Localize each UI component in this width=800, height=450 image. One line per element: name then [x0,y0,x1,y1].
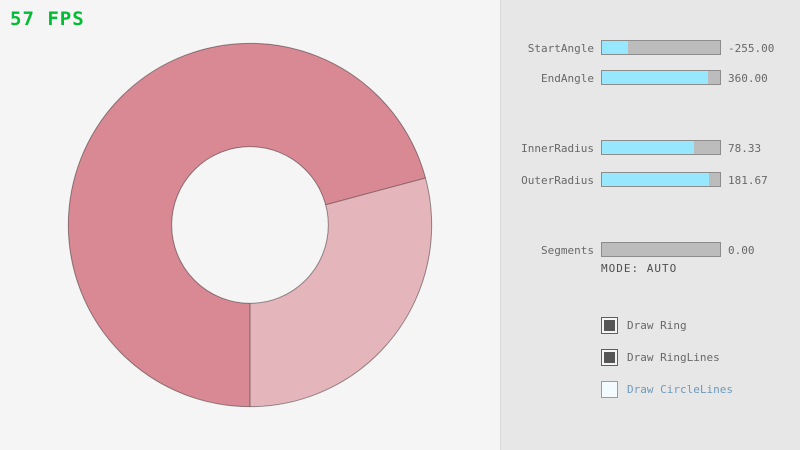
startangle-label: StartAngle [527,42,594,55]
endangle-label: EndAngle [541,72,594,85]
checkbox-draw-ring-label: Draw Ring [627,319,687,332]
checkbox-draw-circlelines-label: Draw CircleLines [627,383,733,396]
segments-slider[interactable]: Segments 0.00 [541,242,755,257]
checkbox-draw-ring[interactable]: Draw Ring [601,316,687,335]
checkbox-draw-ringlines-label: Draw RingLines [627,351,720,364]
slider-fill [602,141,695,154]
fps-counter: 57 FPS [10,8,85,30]
slider-fill [602,71,709,84]
endangle-slider[interactable]: EndAngle 360.00 [541,70,768,85]
check-mark-icon [604,320,615,331]
slider-fill [602,173,710,186]
segments-label: Segments [541,244,594,257]
mode-label: MODE: AUTO [601,262,678,275]
check-mark-icon [604,352,615,363]
slider-fill [602,41,628,54]
endangle-value: 360.00 [728,72,768,85]
innerradius-value: 78.33 [728,142,762,155]
segments-value: 0.00 [728,244,755,257]
outerradius-label: OuterRadius [521,174,594,187]
outerradius-slider[interactable]: OuterRadius 181.67 [521,172,768,187]
checkbox-box[interactable] [601,349,618,366]
outerradius-value: 181.67 [728,174,768,187]
checkbox-box[interactable] [601,381,618,398]
checkbox-box[interactable] [601,317,618,334]
checkbox-draw-circlelines[interactable]: Draw CircleLines [601,380,733,399]
innerradius-label: InnerRadius [521,142,594,155]
startangle-slider[interactable]: StartAngle -255.00 [528,40,774,55]
startangle-value: -255.00 [728,42,775,55]
innerradius-slider[interactable]: InnerRadius 78.33 [521,140,761,155]
controls-panel: StartAngle -255.00 EndAngle 360.00 Inner… [500,0,800,450]
checkbox-draw-ringlines[interactable]: Draw RingLines [601,348,720,367]
